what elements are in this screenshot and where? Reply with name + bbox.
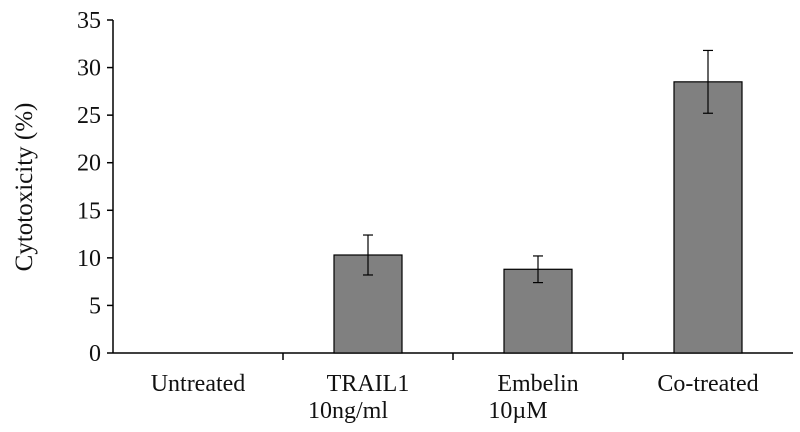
x-tick-label: Embelin [497,371,578,397]
x-tick-label-line2: 10µM [488,398,547,424]
y-tick-label: 10 [77,246,101,272]
bars [333,49,743,354]
x-tick-label: TRAIL1 [327,371,410,397]
y-axis: 0 5 10 15 20 25 30 35 [77,8,114,367]
y-tick-label: 5 [89,293,101,319]
x-tick-label-line2: 10ng/ml [308,398,388,424]
y-tick-label: 30 [77,56,101,82]
bar [673,81,743,354]
y-tick-label: 0 [89,341,101,367]
y-tick-label: 20 [77,151,101,177]
bar [503,268,573,354]
y-tick-label: 35 [77,8,101,34]
y-axis-label: Cytotoxicity (%) [11,103,38,272]
x-tick-label: Untreated [151,371,246,397]
y-tick-label: 25 [77,103,101,129]
y-tick-label: 15 [77,198,101,224]
x-tick-label: Co-treated [657,371,758,397]
